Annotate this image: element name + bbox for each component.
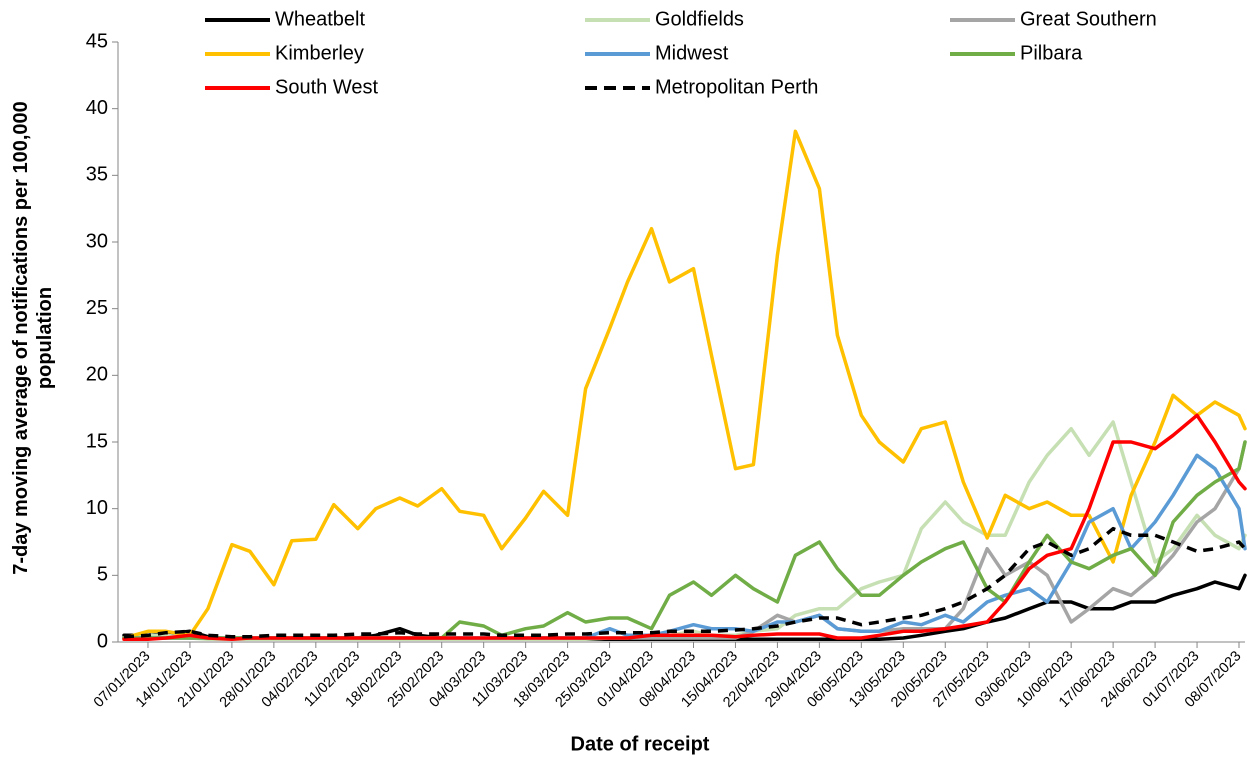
y-tick-label: 25 [86,297,108,319]
y-tick-label: 10 [86,497,108,519]
legend-label: Pilbara [1020,42,1083,64]
series-line [122,129,1247,640]
y-tick-label: 20 [86,364,108,386]
y-axis-title: 7-day moving average of notifications pe… [10,101,56,575]
legend-label: Metropolitan Perth [655,76,818,98]
legend-label: Great Southern [1020,8,1157,30]
legend-label: Midwest [655,42,729,64]
series-line [123,526,1247,639]
legend-label: South West [275,76,378,98]
legend-item: Kimberley [205,42,364,64]
series-line [122,453,1247,640]
legend-label: Goldfields [655,8,744,30]
legend-label: Kimberley [275,42,364,64]
legend-item: Pilbara [950,42,1083,64]
series-line [122,420,1247,642]
legend-label: Wheatbelt [275,8,365,30]
legend-item: Midwest [585,42,729,64]
legend-item: Wheatbelt [205,8,365,30]
legend-item: Metropolitan Perth [585,76,818,98]
legend-item: South West [205,76,378,98]
y-tick-label: 40 [86,97,108,119]
y-tick-label: 0 [97,630,108,652]
y-tick-label: 45 [86,30,108,52]
y-tick-label: 35 [86,164,108,186]
y-tick-label: 15 [86,430,108,452]
y-tick-label: 30 [86,230,108,252]
y-tick-label: 5 [97,564,108,586]
x-axis-title: Date of receipt [571,733,710,755]
legend-item: Great Southern [950,8,1157,30]
legend-item: Goldfields [585,8,744,30]
series-line [122,413,1247,642]
